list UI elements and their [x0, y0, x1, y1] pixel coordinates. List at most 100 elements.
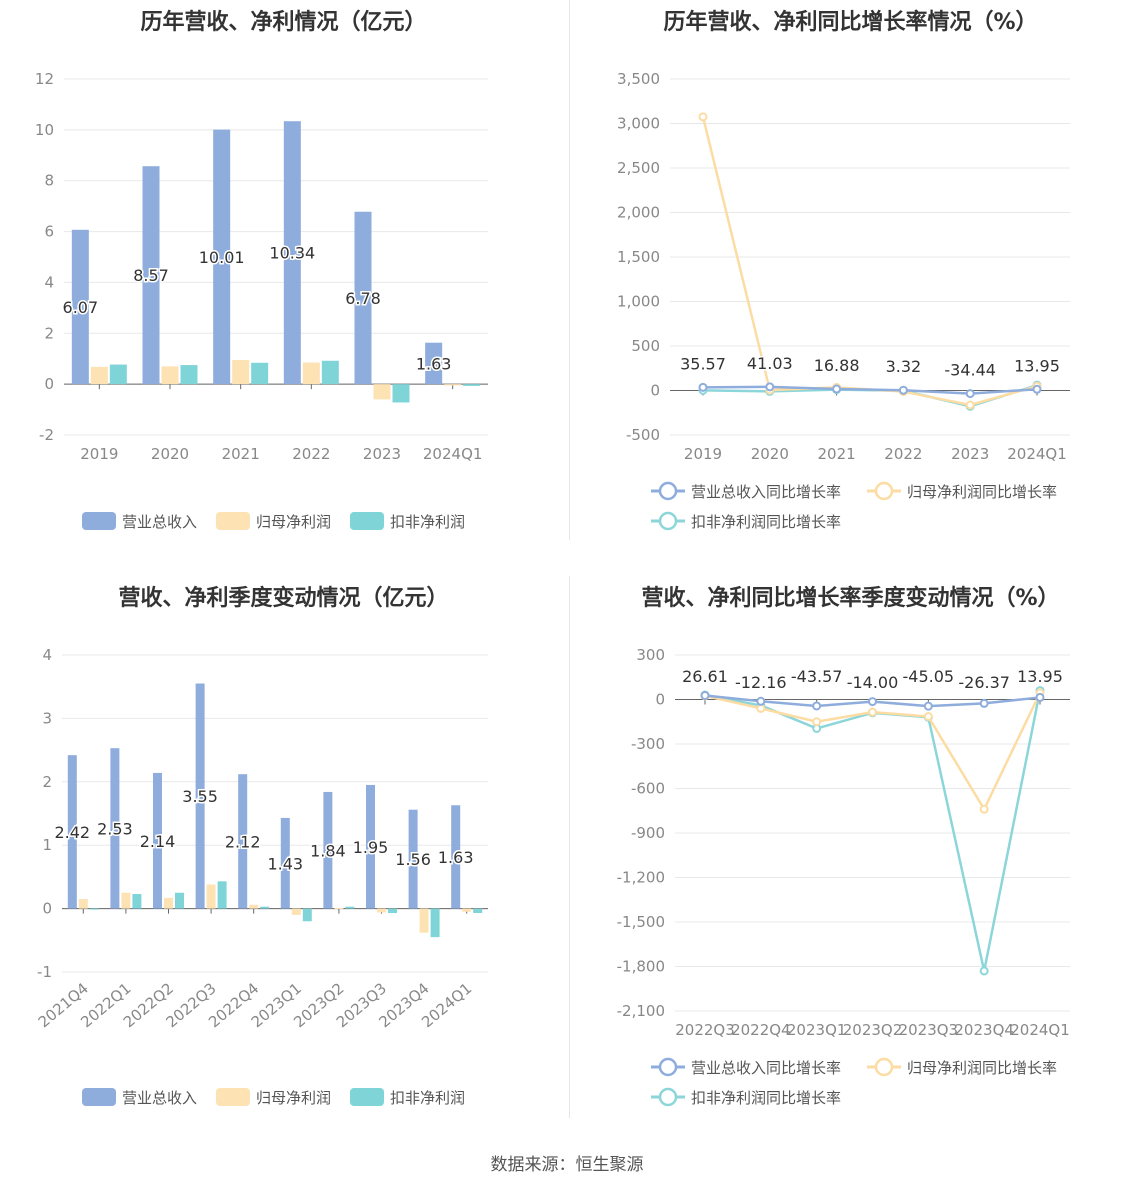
quarterly-bar-bar — [238, 774, 248, 909]
quarterly-bar-bar — [302, 908, 312, 922]
quarterly-bar-bar — [377, 908, 386, 913]
quarterly-bar-bar — [419, 908, 429, 933]
quarterly-growth-legend-label: 扣非净利润同比增长率 — [691, 1089, 841, 1107]
annual-growth-ytick-label: 3,000 — [617, 115, 660, 133]
quarterly-bar-ytick-label: -1 — [37, 963, 52, 981]
quarterly-bar-bar — [388, 908, 397, 914]
annual-bar-bar — [251, 362, 269, 385]
annual-growth-chart: 历年营收、净利同比增长率情况（%） -500 0 500 1,000 1,500 2,00… — [567, 0, 1134, 560]
annual-bar-legend-swatch — [82, 512, 116, 530]
quarterly-bar-bar — [195, 683, 205, 909]
quarterly-growth-xtick-label: 2023Q1 — [787, 1021, 847, 1039]
quarterly-bar-bar — [366, 784, 375, 909]
annual-bar-data-label: 10.01 — [199, 248, 245, 267]
annual-growth-legend-marker — [874, 481, 894, 501]
quarterly-growth-xtick-label: 2024Q1 — [1010, 1021, 1070, 1039]
quarterly-growth-data-label: -26.37 — [958, 673, 1010, 692]
annual-bar-bar — [354, 211, 372, 385]
annual-bar-ytick-label: 6 — [44, 223, 54, 241]
annual-bar-xtick-label: 2022 — [292, 445, 330, 463]
annual-bar-data-label: 10.34 — [269, 244, 315, 263]
quarterly-bar-bar — [280, 817, 290, 909]
quarterly-bar-ytick-label: 4 — [42, 646, 52, 664]
quarterly-growth-xtick-label: 2023Q3 — [899, 1021, 959, 1039]
vertical-divider-bottom — [569, 576, 570, 1118]
annual-growth-xtick-label: 2020 — [751, 445, 789, 463]
quarterly-bar-data-label: 2.12 — [225, 832, 261, 851]
quarterly-bar-data-label: 1.43 — [267, 854, 303, 873]
quarterly-bar-bar — [430, 908, 440, 938]
annual-bar-plot: -2 0 2 4 6 8 10 12 2019 6.07 2020 8.57 2021 10.01 2022… — [35, 70, 488, 531]
quarterly-growth-data-label: 26.61 — [682, 667, 728, 686]
annual-growth-series-line — [702, 385, 1038, 395]
quarterly-growth-xtick-label: 2022Q3 — [675, 1021, 735, 1039]
quarterly-bar-data-label: 1.56 — [395, 850, 431, 869]
quarterly-growth-title: 营收、净利同比增长率季度变动情况（%） — [641, 586, 1060, 611]
quarterly-growth-point — [700, 691, 710, 701]
annual-growth-ytick-label: 1,500 — [617, 248, 660, 266]
annual-growth-point — [765, 382, 775, 392]
annual-growth-point — [698, 112, 708, 122]
annual-growth-data-label: 16.88 — [814, 356, 860, 375]
annual-bar-bar — [109, 364, 127, 385]
quarterly-growth-point — [923, 712, 933, 722]
quarterly-bar-bar — [291, 908, 301, 915]
annual-bar-bar — [90, 366, 108, 385]
annual-growth-xtick-label: 2023 — [951, 445, 989, 463]
quarterly-bar-bar — [110, 748, 120, 909]
annual-growth-point — [965, 389, 975, 399]
annual-growth-ytick-label: 3,500 — [617, 70, 660, 88]
annual-growth-plot: -500 0 500 1,000 1,500 2,000 2,500 3,000 3,500 20… — [617, 70, 1070, 531]
annual-growth-ytick-label: 2,500 — [617, 159, 660, 177]
annual-growth-legend-label: 归母净利润同比增长率 — [907, 483, 1057, 501]
annual-bar-data-label: 1.63 — [416, 354, 452, 373]
annual-bar-ytick-label: 0 — [44, 375, 54, 393]
quarterly-bar-bar — [175, 892, 184, 909]
quarterly-bar-bar — [451, 805, 461, 909]
quarterly-bar-bar — [462, 908, 472, 912]
annual-bar-bar — [142, 166, 160, 385]
annual-bar-bar — [321, 360, 339, 385]
quarterly-bar-data-label: 1.63 — [438, 848, 474, 867]
quarterly-growth-legend-marker — [658, 1087, 678, 1107]
annual-growth-point — [1032, 384, 1042, 394]
annual-bar-chart: 历年营收、净利情况（亿元） -2 0 2 4 6 8 10 12 2019 6.07 2020 8.5… — [0, 0, 567, 560]
quarterly-bar-bar — [249, 904, 259, 909]
quarterly-growth-legend-label: 归母净利润同比增长率 — [907, 1059, 1057, 1077]
quarterly-growth-point — [812, 717, 822, 727]
quarterly-growth-legend-marker — [658, 1057, 678, 1077]
annual-growth-xtick-label: 2019 — [684, 445, 722, 463]
quarterly-bar-data-label: 2.53 — [97, 819, 133, 838]
annual-bar-xtick-label: 2024Q1 — [423, 445, 483, 463]
quarterly-growth-ytick-label: -300 — [631, 735, 665, 753]
annual-growth-xtick-label: 2021 — [818, 445, 856, 463]
quarterly-growth-point — [1035, 692, 1045, 702]
quarterly-growth-point — [979, 698, 989, 708]
quarterly-growth-legend-marker — [874, 1057, 894, 1077]
quarterly-growth-ytick-label: -2,100 — [617, 1002, 665, 1020]
annual-growth-legend-label: 营业总收入同比增长率 — [691, 483, 841, 501]
annual-growth-legend-label: 扣非净利润同比增长率 — [691, 513, 841, 531]
quarterly-growth-legend-label: 营业总收入同比增长率 — [691, 1059, 841, 1077]
annual-growth-title: 历年营收、净利同比增长率情况（%） — [663, 10, 1038, 35]
quarterly-growth-ytick-label: -900 — [631, 824, 665, 842]
annual-bar-data-label: 8.57 — [133, 266, 169, 285]
annual-bar-title: 历年营收、净利情况（亿元） — [140, 10, 427, 35]
quarterly-growth-xtick-label: 2023Q2 — [843, 1021, 903, 1039]
annual-growth-data-label: 3.32 — [886, 357, 922, 376]
quarterly-growth-data-label: -45.05 — [903, 667, 955, 686]
annual-growth-ytick-label: -500 — [626, 426, 660, 444]
annual-bar-data-label: 6.78 — [345, 289, 381, 308]
annual-growth-xtick-label: 2022 — [884, 445, 922, 463]
quarterly-bar-bar — [217, 881, 227, 909]
annual-bar-bar — [373, 384, 391, 400]
annual-bar-ytick-label: -2 — [39, 426, 54, 444]
quarterly-growth-xtick-label: 2022Q4 — [731, 1021, 791, 1039]
quarterly-bar-bar — [89, 908, 99, 910]
annual-bar-xtick-label: 2021 — [222, 445, 260, 463]
quarterly-growth-data-label: -43.57 — [791, 667, 843, 686]
annual-growth-ytick-label: 1,000 — [617, 293, 660, 311]
annual-bar-ytick-label: 12 — [35, 70, 54, 88]
quarterly-growth-xtick-label: 2023Q4 — [954, 1021, 1014, 1039]
quarterly-bar-bar — [260, 906, 270, 909]
